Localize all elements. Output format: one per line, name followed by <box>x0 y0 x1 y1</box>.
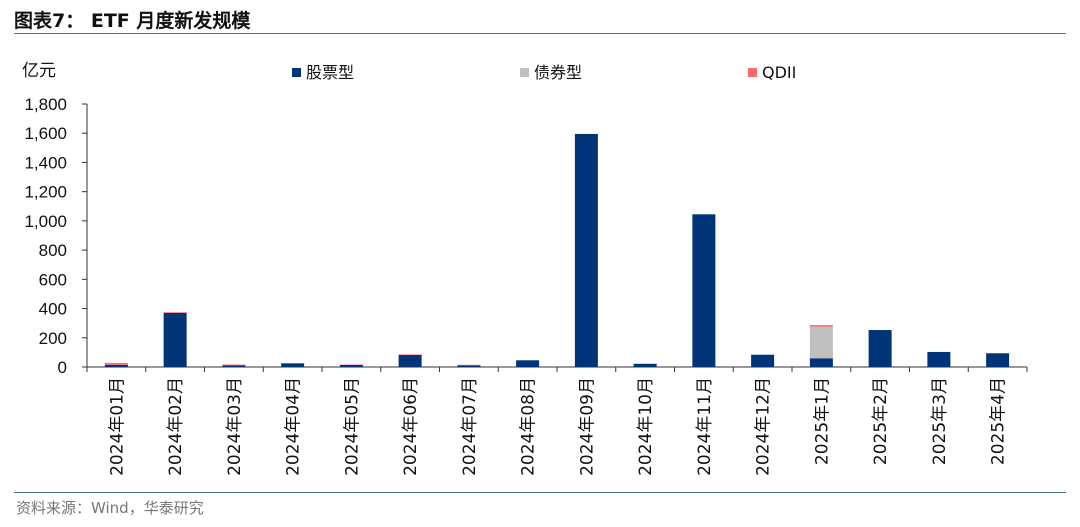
x-tick-label: 2024年06月 <box>401 377 421 476</box>
bar-股票型 <box>222 365 246 367</box>
bar-股票型 <box>986 353 1010 367</box>
bar-股票型 <box>692 214 716 367</box>
source-rule <box>14 492 1066 493</box>
y-tick-label: 1,600 <box>24 124 67 143</box>
bar-QDII <box>104 362 128 365</box>
bar-股票型 <box>457 365 481 367</box>
x-tick-label: 2024年05月 <box>342 377 362 476</box>
x-tick-label: 2025年3月 <box>930 377 950 465</box>
x-tick-label: 2024年02月 <box>166 377 186 476</box>
title-rule <box>14 33 1066 34</box>
bar-股票型 <box>104 364 128 367</box>
legend-swatch <box>520 68 529 77</box>
bar-股票型 <box>751 354 775 367</box>
y-tick-label: 400 <box>39 300 67 319</box>
x-tick-label: 2024年01月 <box>107 377 127 476</box>
legend-label: QDII <box>762 63 796 82</box>
y-tick-label: 0 <box>58 358 67 377</box>
bar-股票型 <box>574 133 598 367</box>
bar-股票型 <box>809 358 833 367</box>
y-tick-label: 1,800 <box>24 95 67 114</box>
bar-股票型 <box>281 363 305 367</box>
bar-QDII <box>163 312 187 313</box>
legend-label: 股票型 <box>306 63 354 82</box>
x-tick-label: 2024年03月 <box>225 377 245 476</box>
figure-title: 图表7： ETF 月度新发规模 <box>14 10 251 32</box>
y-tick-label: 1,200 <box>24 183 67 202</box>
bar-股票型 <box>927 351 951 367</box>
bar-QDII <box>809 325 833 327</box>
y-tick-label: 200 <box>39 329 67 348</box>
bar-股票型 <box>516 360 540 367</box>
y-tick-label: 600 <box>39 270 67 289</box>
bar-股票型 <box>633 363 657 367</box>
x-tick-label: 2024年12月 <box>754 377 774 476</box>
legend-swatch <box>292 68 301 77</box>
y-axis-label: 亿元 <box>22 61 56 81</box>
bar-债券型 <box>809 326 833 359</box>
x-tick-label: 2024年10月 <box>636 377 656 476</box>
bar-股票型 <box>163 312 187 367</box>
x-tick-label: 2024年04月 <box>284 377 304 476</box>
x-tick-label: 2024年09月 <box>577 377 597 476</box>
bar-QDII <box>398 354 422 356</box>
x-tick-label: 2024年08月 <box>519 377 539 476</box>
bar-股票型 <box>868 330 892 367</box>
source-note: 资料来源：Wind，华泰研究 <box>16 499 204 517</box>
x-tick-label: 2025年4月 <box>989 377 1009 465</box>
y-tick-label: 800 <box>39 241 67 260</box>
y-tick-label: 1,400 <box>24 153 67 172</box>
bar-股票型 <box>398 355 422 367</box>
legend-swatch <box>748 68 757 77</box>
x-tick-label: 2025年1月 <box>812 377 832 465</box>
legend-label: 债券型 <box>534 63 582 82</box>
bar-股票型 <box>339 364 363 367</box>
y-tick-label: 1,000 <box>24 212 67 231</box>
x-tick-label: 2025年2月 <box>871 377 891 465</box>
x-tick-label: 2024年11月 <box>695 377 715 476</box>
bar-QDII <box>222 364 246 366</box>
x-tick-label: 2024年07月 <box>460 377 480 476</box>
